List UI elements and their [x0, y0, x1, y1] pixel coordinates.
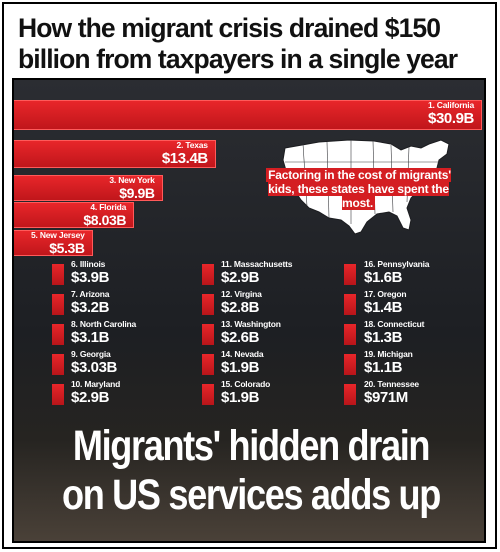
map-annotation: Factoring in the cost of migrants' kids,…	[266, 168, 451, 210]
state-square-7	[52, 294, 64, 315]
state-value-16: $1.6B	[364, 269, 403, 286]
state-square-18	[344, 324, 356, 345]
state-square-9	[52, 354, 64, 375]
state-value-9: $3.03B	[71, 359, 117, 376]
bar-value-1: $30.9B	[428, 110, 474, 127]
bar-label-1: 1. California	[427, 100, 474, 110]
state-label-20: 20. Tennessee	[364, 379, 419, 389]
bar-value-5: $5.3B	[49, 240, 85, 256]
bar-5	[14, 230, 93, 256]
chart-panel: Factoring in the cost of migrants' kids,…	[12, 78, 486, 543]
map-annotation-text: Factoring in the cost of migrants' kids,…	[266, 168, 451, 210]
state-value-14: $1.9B	[221, 359, 260, 376]
state-label-12: 12. Virgina	[221, 289, 262, 299]
state-square-8	[52, 324, 64, 345]
state-square-20	[344, 384, 356, 405]
state-value-19: $1.1B	[364, 359, 403, 376]
bottom-headline-1: Migrants' hidden drain	[72, 422, 431, 470]
state-label-8: 8. North Carolina	[71, 319, 137, 329]
state-square-10	[52, 384, 64, 405]
state-label-14: 14. Nevada	[221, 349, 264, 359]
state-label-10: 10. Maryland	[71, 379, 121, 389]
state-value-17: $1.4B	[364, 299, 403, 316]
bar-label-4: 4. Florida	[90, 202, 127, 212]
state-value-6: $3.9B	[71, 269, 110, 286]
state-label-9: 9. Georgia	[71, 349, 111, 359]
state-value-10: $2.9B	[71, 389, 110, 406]
state-value-13: $2.6B	[221, 329, 260, 346]
state-label-7: 7. Arizona	[71, 289, 110, 299]
state-label-17: 17. Oregon	[364, 289, 407, 299]
state-value-8: $3.1B	[71, 329, 110, 346]
state-label-16: 16. Pennsylvania	[364, 259, 430, 269]
state-value-20: $971M	[364, 389, 408, 406]
bar-label-2: 2. Texas	[176, 140, 209, 150]
state-square-11	[202, 264, 214, 285]
state-label-18: 18. Connecticut	[364, 319, 425, 329]
state-value-12: $2.8B	[221, 299, 260, 316]
bottom-headline-2: on US services adds up	[62, 471, 441, 519]
state-value-7: $3.2B	[71, 299, 110, 316]
state-square-13	[202, 324, 214, 345]
bar-1	[14, 100, 482, 130]
state-value-18: $1.3B	[364, 329, 403, 346]
bar-4	[14, 202, 135, 228]
state-square-17	[344, 294, 356, 315]
state-value-15: $1.9B	[221, 389, 260, 406]
state-square-15	[202, 384, 214, 405]
state-label-6: 6. Illinois	[71, 259, 106, 269]
state-square-16	[344, 264, 356, 285]
state-square-12	[202, 294, 214, 315]
bar-value-4: $8.03B	[83, 212, 127, 228]
state-label-11: 11. Massachusetts	[221, 259, 293, 269]
headline: How the migrant crisis drained $150 bill…	[18, 13, 493, 75]
bar-2	[14, 140, 216, 168]
bar-label-3: 3. New York	[109, 175, 155, 185]
bar-3	[14, 175, 163, 201]
bar-value-2: $13.4B	[161, 150, 208, 167]
bar-label-5: 5. New Jersey	[30, 230, 85, 240]
headline-line-2: billion from taxpayers in a single year	[18, 44, 458, 74]
state-label-13: 13. Washington	[221, 319, 281, 329]
headline-line-1: How the migrant crisis drained $150	[18, 13, 441, 43]
bar-value-3: $9.9B	[119, 185, 155, 201]
state-label-19: 19. Michigan	[364, 349, 413, 359]
state-value-11: $2.9B	[221, 269, 260, 286]
state-square-6	[52, 264, 64, 285]
state-label-15: 15. Colorado	[221, 379, 271, 389]
state-square-14	[202, 354, 214, 375]
state-square-19	[344, 354, 356, 375]
